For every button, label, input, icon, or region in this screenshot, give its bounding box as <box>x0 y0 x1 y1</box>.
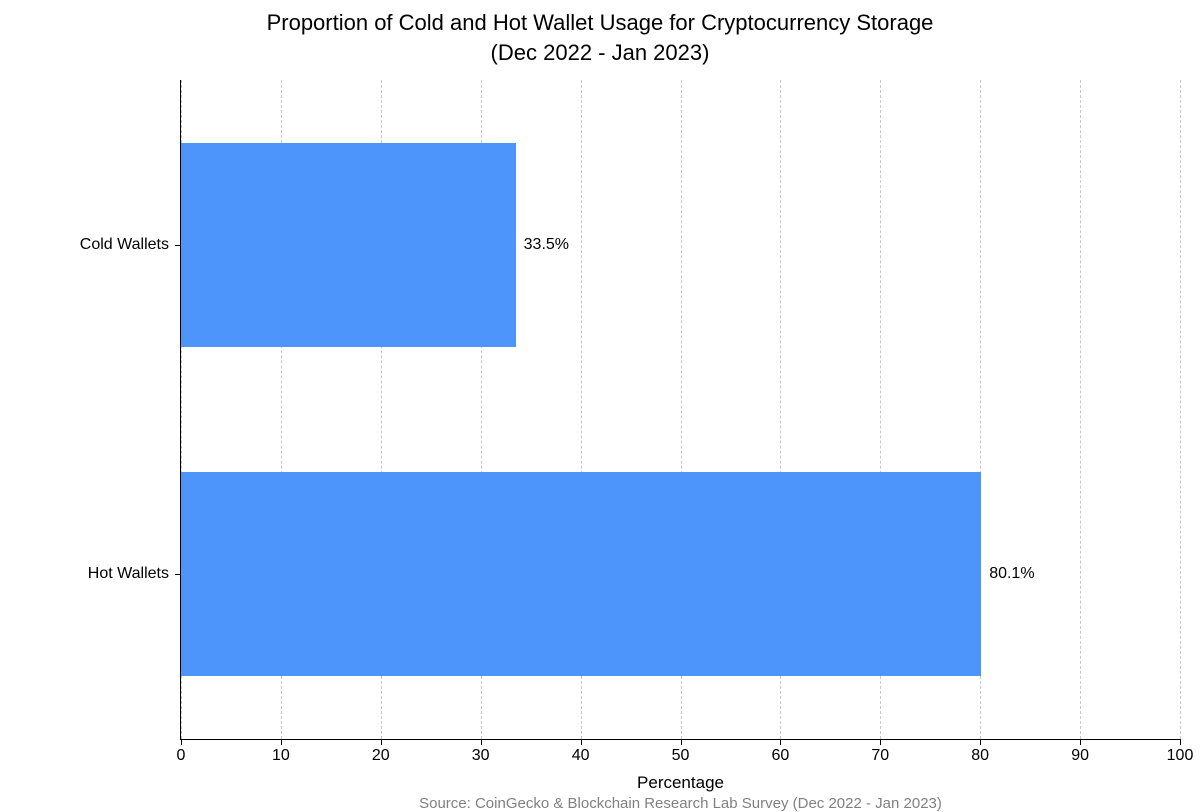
x-tick-label: 70 <box>860 747 900 765</box>
x-tick-mark <box>980 739 981 745</box>
source-note: Source: CoinGecko & Blockchain Research … <box>419 795 942 812</box>
x-tick-label: 50 <box>661 747 701 765</box>
x-tick-mark <box>681 739 682 745</box>
bar-cold-wallets <box>181 143 516 347</box>
x-tick-label: 0 <box>161 747 201 765</box>
title-line2: (Dec 2022 - Jan 2023) <box>491 40 710 65</box>
x-axis-label: Percentage <box>637 773 724 793</box>
x-tick-mark <box>481 739 482 745</box>
x-tick-mark <box>880 739 881 745</box>
x-tick-label: 20 <box>361 747 401 765</box>
x-tick-mark <box>1080 739 1081 745</box>
x-tick-mark <box>581 739 582 745</box>
title-line1: Proportion of Cold and Hot Wallet Usage … <box>267 10 934 35</box>
y-tick-label-hot: Hot Wallets <box>88 565 169 583</box>
x-tick-mark <box>1180 739 1181 745</box>
x-tick-mark <box>181 739 182 745</box>
x-tick-label: 100 <box>1160 747 1200 765</box>
x-tick-label: 80 <box>960 747 1000 765</box>
plot-area: 0 10 20 30 40 50 60 70 80 90 100 Percent… <box>180 80 1180 740</box>
wallet-usage-chart: Proportion of Cold and Hot Wallet Usage … <box>0 0 1200 810</box>
x-tick-mark <box>281 739 282 745</box>
x-tick-mark <box>780 739 781 745</box>
gridline <box>1080 80 1081 739</box>
bar-value-cold: 33.5% <box>524 236 569 254</box>
bar-value-hot: 80.1% <box>989 565 1034 583</box>
gridline <box>1180 80 1181 739</box>
bar-hot-wallets <box>181 472 981 676</box>
x-tick-label: 10 <box>261 747 301 765</box>
x-tick-label: 90 <box>1060 747 1100 765</box>
x-tick-mark <box>381 739 382 745</box>
chart-title: Proportion of Cold and Hot Wallet Usage … <box>0 8 1200 67</box>
x-tick-label: 40 <box>561 747 601 765</box>
x-tick-label: 30 <box>461 747 501 765</box>
x-tick-label: 60 <box>760 747 800 765</box>
y-tick-label-cold: Cold Wallets <box>80 236 169 254</box>
